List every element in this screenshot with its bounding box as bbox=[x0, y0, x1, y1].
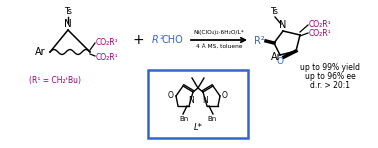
Text: up to 99% yield: up to 99% yield bbox=[300, 63, 360, 72]
Text: R²: R² bbox=[254, 36, 265, 46]
Text: O: O bbox=[276, 57, 284, 66]
Text: CO₂R¹: CO₂R¹ bbox=[96, 37, 119, 46]
Text: d.r. > 20:1: d.r. > 20:1 bbox=[310, 81, 350, 90]
Bar bbox=[148, 70, 248, 138]
Text: N: N bbox=[188, 96, 194, 105]
Text: (R¹ = CH₂ᵗBu): (R¹ = CH₂ᵗBu) bbox=[29, 76, 81, 85]
Text: +: + bbox=[132, 33, 144, 47]
Text: L*: L* bbox=[194, 123, 203, 132]
Text: CO₂R¹: CO₂R¹ bbox=[309, 29, 332, 37]
Text: 4 Å MS, toluene: 4 Å MS, toluene bbox=[196, 44, 242, 49]
Text: N: N bbox=[279, 20, 287, 30]
Text: CHO: CHO bbox=[162, 35, 184, 45]
Text: N: N bbox=[202, 96, 208, 105]
Text: up to 96% ee: up to 96% ee bbox=[305, 72, 355, 81]
Text: 2: 2 bbox=[159, 34, 163, 40]
Text: Ni(ClO₄)₂·6H₂O/L*: Ni(ClO₄)₂·6H₂O/L* bbox=[194, 30, 244, 35]
Text: Bn: Bn bbox=[180, 116, 189, 122]
Text: Ar: Ar bbox=[36, 47, 46, 57]
Text: Ts: Ts bbox=[64, 7, 72, 16]
Text: N: N bbox=[64, 19, 72, 29]
Text: R: R bbox=[152, 35, 159, 45]
Text: CO₂R¹: CO₂R¹ bbox=[309, 20, 332, 29]
Text: O: O bbox=[222, 91, 228, 100]
Text: Ar: Ar bbox=[271, 52, 282, 62]
Text: O: O bbox=[168, 91, 174, 100]
Text: Ts: Ts bbox=[270, 7, 278, 16]
Text: Bn: Bn bbox=[208, 116, 217, 122]
Text: CO₂R¹: CO₂R¹ bbox=[96, 53, 119, 62]
